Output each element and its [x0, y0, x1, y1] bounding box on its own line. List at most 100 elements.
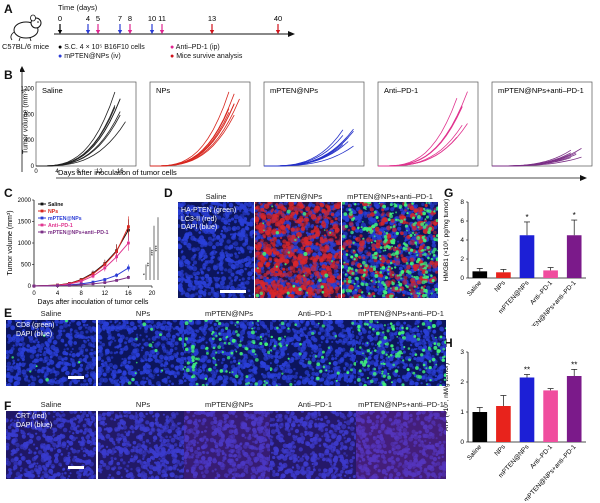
f-col-label: Anti–PD-1 [297, 400, 333, 409]
timeline-arrow-head [149, 30, 155, 34]
bar [519, 235, 535, 278]
growth-curve [36, 91, 116, 167]
significance-mark: * [525, 213, 528, 222]
panel-label-e: E [4, 306, 13, 320]
legend-entry: Anti–PD-1 [48, 223, 73, 229]
data-point [56, 284, 59, 288]
legend-item-survival: ● Mice survive analysis [170, 53, 243, 60]
panel-label-c: C [4, 186, 13, 200]
data-point [115, 255, 118, 259]
growth-subplot: mPTEN@NPs [263, 81, 365, 167]
timeline-day-label: 7 [118, 14, 122, 23]
data-point [127, 241, 130, 245]
microscopy-image [342, 202, 438, 298]
category-label: Saline [466, 443, 484, 461]
ytick-label: 0 [460, 275, 464, 282]
growth-subplot: NPs [149, 81, 251, 167]
data-point [103, 266, 107, 270]
timeline-arrow-head [57, 30, 63, 34]
microscopy-image [98, 411, 188, 479]
f-col-label: NPs [135, 400, 151, 409]
mouse-icon [10, 14, 42, 42]
panel-b-xlabel: Days after inoculation of tumor cells [58, 168, 177, 177]
data-point [91, 274, 95, 278]
ytick-label: 800 [24, 112, 35, 118]
category-label: Anti–PD-1 [529, 279, 554, 306]
panel-label-g: G [444, 186, 454, 200]
bar [472, 412, 488, 442]
timeline-arrow-head [117, 30, 123, 34]
panel-label-h: H [444, 336, 453, 350]
timeline-day-label: 10 [148, 14, 156, 23]
category-label: Saline [466, 279, 484, 297]
d-col-label-3: mPTEN@NPs+anti–PD-1 [347, 192, 433, 201]
subplot-title: mPTEN@NPs+anti–PD-1 [498, 86, 584, 95]
e-col-label: mPTEN@NPs+anti–PD-1 [358, 309, 444, 318]
data-point [91, 282, 95, 286]
xtick-label: 0 [32, 291, 36, 297]
legend-entry: Saline [48, 202, 63, 208]
ytick-label: 3 [460, 349, 464, 356]
xtick-label: 16 [125, 291, 132, 297]
e-col-label: mPTEN@NPs [204, 309, 254, 318]
data-point [91, 280, 95, 284]
ytick-label: 1 [460, 409, 464, 416]
e-scale-bar [68, 376, 84, 379]
growth-subplot: Saline 0 400 800 1200 0 4 8 12 16 [21, 81, 137, 175]
panel-c-ylabel: Tumor volume (mm³) [7, 210, 14, 275]
data-point [127, 225, 130, 229]
category-label: Anti–PD-1 [529, 443, 554, 470]
bar [519, 377, 535, 442]
f-col-label: mPTEN@NPs+anti–PD-1 [358, 400, 444, 409]
timeline-day-label: 13 [208, 14, 216, 23]
data-point [103, 278, 107, 281]
ytick-label: 400 [24, 138, 35, 144]
series-line [33, 229, 129, 287]
data-point [79, 279, 83, 283]
legend-entry: mPTEN@NPs [48, 216, 82, 222]
category-label: NPs [493, 279, 507, 293]
significance-mark: * [143, 272, 149, 275]
bar [566, 235, 582, 278]
d-scale-bar [220, 290, 246, 293]
significance-mark: *** [155, 244, 161, 251]
ytick-label: 0 [31, 164, 35, 170]
timeline-arrow-head [127, 30, 133, 34]
panel-c-mean-growth: 0 500 1000 1500 2000 0 4 8 12 16 20 Tumor volume (m… [7, 198, 161, 306]
data-point [127, 266, 130, 270]
ytick-label: 0 [460, 439, 464, 446]
timeline-title: Time (days) [58, 3, 98, 12]
growth-curve [378, 123, 468, 167]
panel-label-d: D [164, 186, 173, 200]
timeline-day-label: 11 [158, 14, 166, 23]
timeline-legend-2: ● Anti–PD-1 (ip) ● Mice survive analysis [170, 43, 242, 61]
ytick-label: 2 [460, 379, 464, 386]
growth-curve [264, 135, 344, 167]
e-col-label: Anti–PD-1 [297, 309, 333, 318]
data-point [127, 276, 130, 279]
bar-ylabel: ATP (×10⁵, nM/g tumor) [443, 363, 450, 431]
xtick-label: 4 [56, 291, 60, 297]
data-point [68, 283, 71, 287]
timeline: 0 4 5 7 8 10 11 13 40 [54, 14, 295, 37]
d-stain-legend: HA-PTEN (green) LC3-II (red) DAPI (blue) [181, 207, 237, 231]
growth-curve [492, 148, 582, 167]
ytick-label: 1000 [18, 241, 32, 247]
xtick-label: 8 [76, 169, 80, 175]
growth-curve [150, 93, 235, 167]
bar [566, 376, 582, 442]
significance-mark: ** [524, 366, 530, 375]
timeline-arrow-head [275, 30, 281, 34]
ytick-label: 6 [460, 218, 464, 225]
significance-mark: * [573, 211, 576, 220]
xtick-label: 0 [34, 169, 38, 175]
microscopy-image [255, 202, 341, 298]
ytick-label: 1200 [21, 86, 35, 92]
microscopy-image [270, 411, 360, 479]
ytick-label: 2 [460, 256, 464, 263]
growth-subplot: mPTEN@NPs+anti–PD-1 [491, 81, 593, 167]
microscopy-image [98, 320, 188, 386]
e-col-label: NPs [135, 309, 151, 318]
timeline-day-label: 0 [58, 14, 62, 23]
